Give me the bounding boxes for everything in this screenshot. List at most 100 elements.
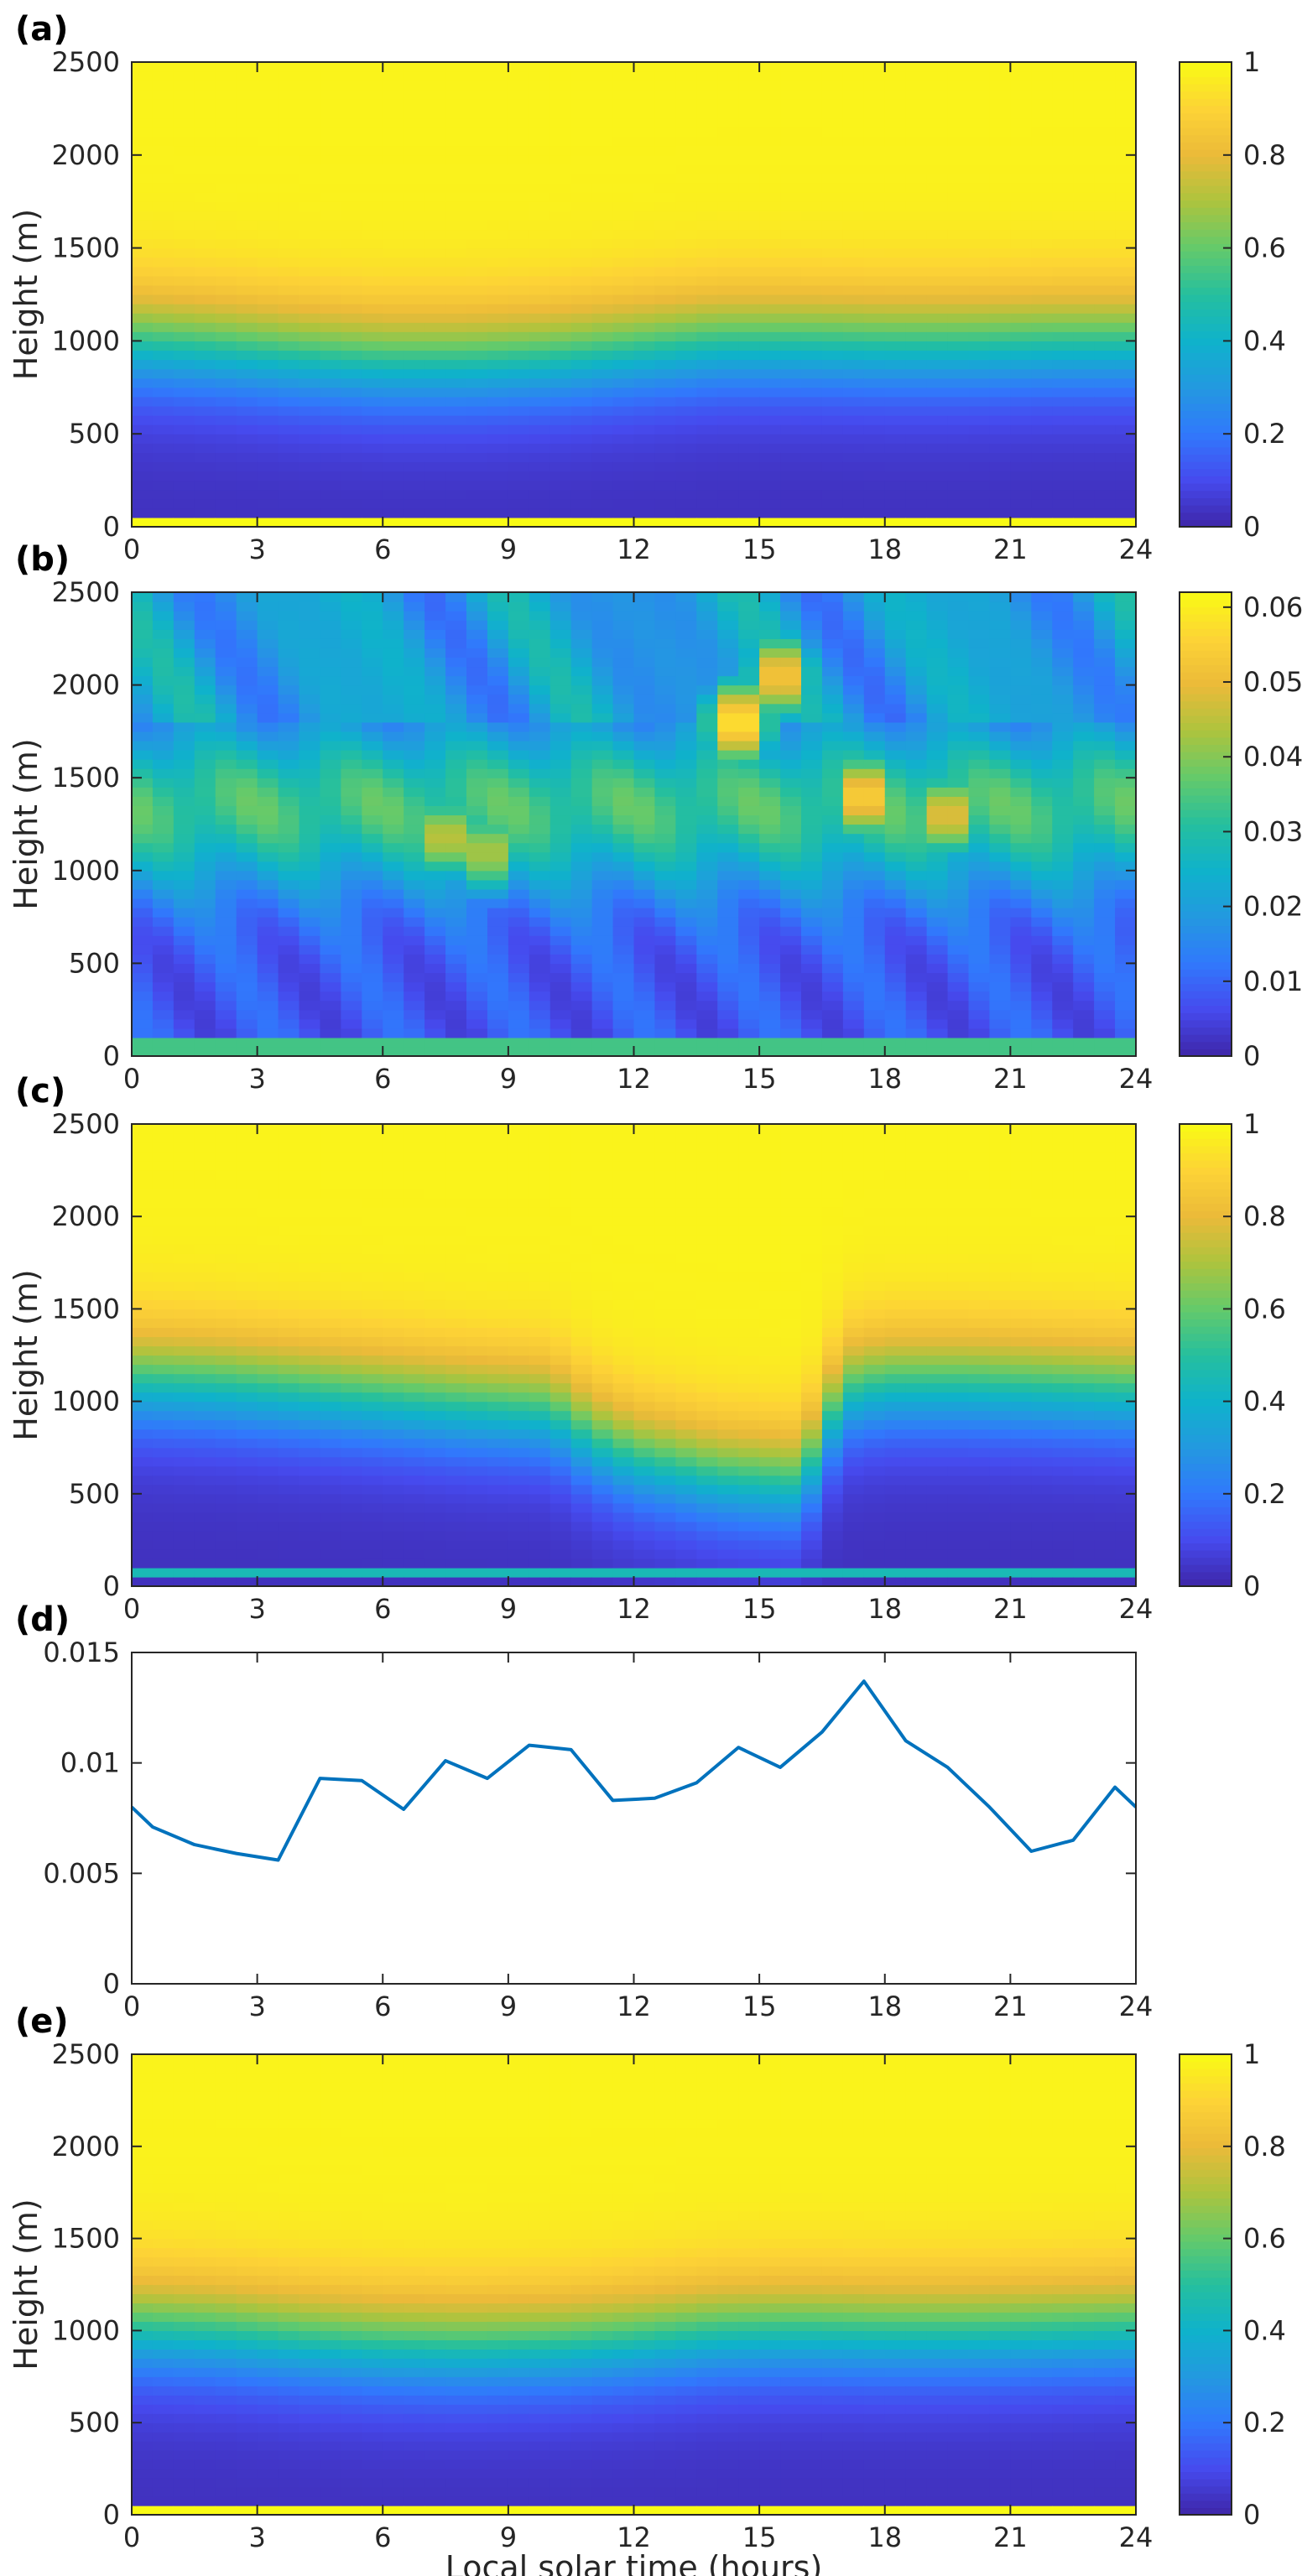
heatmap-cell: [278, 703, 300, 714]
heatmap-cell: [236, 145, 258, 156]
heatmap-cell: [926, 861, 949, 872]
heatmap-cell: [466, 917, 488, 927]
heatmap-cell: [278, 721, 300, 732]
heatmap-cell: [132, 935, 154, 945]
heatmap-cell: [633, 861, 656, 872]
heatmap-cell: [717, 787, 739, 797]
heatmap-cell: [152, 1009, 174, 1020]
heatmap-cell: [529, 981, 551, 992]
heatmap-cell: [549, 489, 572, 500]
heatmap-cell: [842, 721, 865, 732]
heatmap-cell: [1010, 759, 1032, 769]
heatmap-cell: [759, 1028, 781, 1038]
heatmap-cell: [215, 703, 237, 714]
heatmap-cell: [842, 452, 865, 463]
heatmap-cell: [549, 908, 572, 918]
heatmap-cell: [508, 415, 530, 425]
heatmap-cell: [968, 694, 991, 705]
heatmap-cell: [591, 294, 614, 304]
heatmap-cell: [549, 926, 572, 936]
heatmap-cell: [696, 443, 718, 453]
heatmap-cell: [215, 888, 237, 899]
heatmap-cell: [445, 164, 467, 174]
heatmap-cell: [863, 917, 886, 927]
heatmap-cell: [362, 498, 383, 509]
heatmap-cell: [968, 201, 991, 211]
heatmap-cell: [759, 507, 781, 518]
heatmap-cell: [132, 638, 154, 648]
heatmap-cell: [445, 284, 467, 295]
heatmap-cell: [194, 592, 216, 602]
heatmap-cell: [1115, 127, 1137, 138]
heatmap-cell: [445, 266, 467, 277]
heatmap-cell: [989, 377, 1011, 388]
colorbar-segment: [1180, 736, 1232, 746]
heatmap-cell: [612, 991, 635, 1002]
heatmap-cell: [591, 1037, 614, 1048]
heatmap-cell: [842, 954, 865, 964]
heatmap-cell: [362, 517, 383, 528]
heatmap-cell: [675, 712, 697, 723]
heatmap-cell: [215, 898, 237, 908]
heatmap-cell: [404, 489, 425, 500]
heatmap-cell: [257, 229, 279, 240]
heatmap-cell: [466, 434, 488, 444]
heatmap-cell: [842, 1009, 865, 1020]
heatmap-cell: [508, 898, 530, 908]
heatmap-cell: [863, 322, 886, 332]
heatmap-cell: [863, 601, 886, 611]
heatmap-cell: [152, 81, 174, 91]
heatmap-cell: [299, 192, 321, 202]
heatmap-cell: [404, 991, 425, 1002]
heatmap-cell: [508, 814, 530, 825]
heatmap-cell: [404, 648, 425, 658]
heatmap-cell: [968, 304, 991, 314]
heatmap-cell: [257, 601, 279, 611]
heatmap-cell: [173, 452, 195, 463]
heatmap-cell: [947, 611, 970, 621]
heatmap-cell: [549, 778, 572, 788]
heatmap-cell: [633, 1028, 656, 1038]
heatmap-cell: [612, 954, 635, 964]
heatmap-cell: [341, 1046, 362, 1057]
colorbar-segment: [1180, 635, 1232, 644]
heatmap-cell: [905, 703, 928, 714]
heatmap-cell: [968, 331, 991, 341]
heatmap-cell: [236, 879, 258, 890]
heatmap-cell: [696, 851, 718, 862]
heatmap-cell: [633, 415, 656, 425]
heatmap-cell: [508, 405, 530, 416]
heatmap-cell: [947, 136, 970, 147]
heatmap-cell: [905, 377, 928, 388]
heatmap-cell: [1031, 517, 1053, 528]
heatmap-cell: [591, 415, 614, 425]
heatmap-cell: [383, 471, 404, 481]
heatmap-cell: [152, 648, 174, 658]
heatmap-cell: [445, 154, 467, 165]
heatmap-cell: [801, 71, 823, 81]
heatmap-cell: [1115, 833, 1137, 844]
heatmap-cell: [383, 368, 404, 379]
heatmap-cell: [696, 703, 718, 714]
heatmap-cell: [633, 173, 656, 184]
heatmap-cell: [466, 963, 488, 974]
heatmap-cell: [1115, 304, 1137, 314]
heatmap-cell: [1052, 1037, 1074, 1048]
heatmap-cell: [445, 861, 467, 872]
heatmap-cell: [842, 620, 865, 630]
heatmap-cell: [424, 814, 446, 825]
heatmap-cell: [842, 842, 865, 853]
heatmap-cell: [508, 117, 530, 128]
heatmap-cell: [570, 331, 593, 341]
heatmap-cell: [926, 127, 949, 138]
heatmap-cell: [633, 322, 656, 332]
heatmap-cell: [257, 192, 279, 202]
heatmap-cell: [884, 972, 907, 983]
heatmap-cell: [424, 424, 446, 435]
heatmap-cell: [821, 842, 844, 853]
heatmap-cell: [362, 434, 383, 444]
heatmap-cell: [1073, 945, 1095, 955]
heatmap-cell: [383, 81, 404, 91]
heatmap-cell: [487, 415, 509, 425]
heatmap-cell: [863, 434, 886, 444]
